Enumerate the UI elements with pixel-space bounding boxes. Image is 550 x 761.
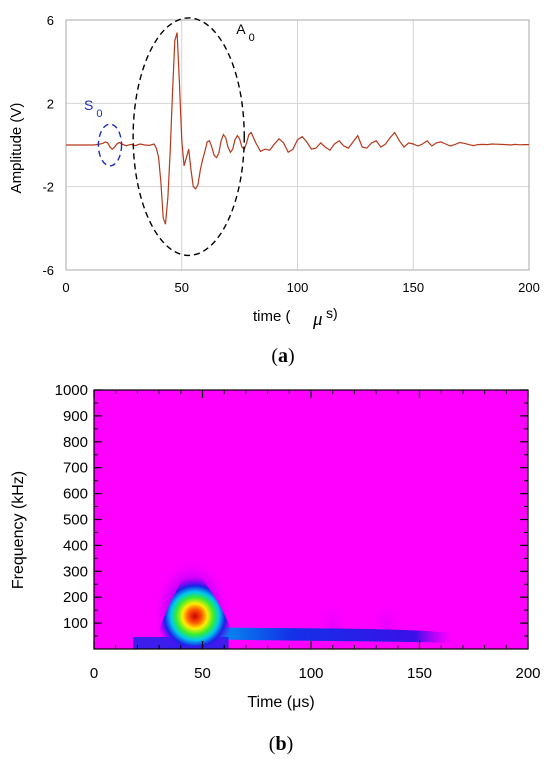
waveform-x-tick-label: 150 bbox=[402, 280, 424, 295]
spectrogram-y-tick-label: 300 bbox=[63, 563, 88, 580]
annotation-label: A0 bbox=[236, 21, 254, 44]
spectrogram-y-tick-label: 100 bbox=[63, 615, 88, 632]
spectrogram-y-tick-label: 800 bbox=[63, 434, 88, 451]
waveform-y-tick-label: 2 bbox=[47, 96, 54, 111]
energy-tail-band bbox=[205, 627, 453, 643]
waveform-y-tick-label: -6 bbox=[42, 263, 54, 278]
waveform-x-tick-label: 200 bbox=[518, 280, 540, 295]
waveform-panel: 0 50 100 150 200 6 2 -2 -6 S0 A0 Amplitude (V) t… bbox=[8, 13, 540, 367]
x-label-part-3: s) bbox=[326, 305, 338, 321]
spectrogram-x-tick-label: 50 bbox=[194, 665, 211, 682]
spectrogram-x-tick-label: 0 bbox=[90, 665, 98, 682]
spectrogram-y-tick-label: 200 bbox=[63, 589, 88, 606]
waveform-y-axis-label: Amplitude (V) bbox=[8, 103, 25, 194]
waveform-x-tick-label: 0 bbox=[62, 280, 69, 295]
spectrogram-y-tick-label: 400 bbox=[63, 537, 88, 554]
waveform-y-tick-label: 6 bbox=[47, 13, 54, 28]
waveform-series-line bbox=[66, 32, 529, 225]
waveform-grid bbox=[66, 20, 529, 270]
annotation-ellipse bbox=[132, 17, 245, 257]
waveform-x-axis-label: time ( μ s) bbox=[253, 305, 338, 330]
x-label-part-1: time ( bbox=[253, 308, 291, 325]
annotation-label: S0 bbox=[84, 97, 102, 120]
spectrogram-y-tick-label: 1000 bbox=[55, 382, 88, 399]
spectrogram-x-tick-label: 200 bbox=[515, 665, 540, 682]
spectrogram-y-tick-label: 600 bbox=[63, 486, 88, 503]
spectrogram-x-tick-label: 100 bbox=[298, 665, 323, 682]
waveform-x-tick-label: 50 bbox=[175, 280, 189, 295]
x-label-mu: μ bbox=[312, 309, 323, 330]
spectrogram-energy bbox=[133, 557, 453, 649]
caption-b: (b) bbox=[269, 733, 293, 755]
waveform-y-ticks: 6 2 -2 -6 bbox=[42, 13, 54, 278]
spectrogram-y-ticks: 100 200 300 400 500 600 700 800 900 1000 bbox=[55, 382, 528, 632]
spectrogram-x-ticks: 0 50 100 150 200 bbox=[90, 390, 541, 682]
caption-a: (a) bbox=[271, 345, 294, 367]
spectrogram-panel: 0 50 100 150 200 100 200 300 400 500 600 700 800 900… bbox=[10, 382, 541, 755]
spectrogram-y-tick-label: 900 bbox=[63, 408, 88, 425]
waveform-x-tick-label: 100 bbox=[287, 280, 309, 295]
spectrogram-field bbox=[94, 390, 528, 649]
energy-faint-blob bbox=[368, 595, 405, 649]
waveform-x-ticks: 0 50 100 150 200 bbox=[62, 280, 539, 295]
waveform-y-tick-label: -2 bbox=[42, 180, 54, 195]
waveform-annotations: S0 A0 bbox=[84, 17, 255, 257]
spectrogram-y-axis-label: Frequency (kHz) bbox=[10, 471, 27, 589]
energy-peak bbox=[155, 567, 234, 646]
spectrogram-y-tick-label: 500 bbox=[63, 512, 88, 529]
spectrogram-x-axis-label: Time (μs) bbox=[247, 694, 314, 711]
annotation-ellipse bbox=[97, 123, 123, 167]
spectrogram-x-tick-label: 150 bbox=[407, 665, 432, 682]
spectrogram-y-tick-label: 700 bbox=[63, 460, 88, 477]
spectrogram-minor-ticks bbox=[94, 390, 528, 649]
